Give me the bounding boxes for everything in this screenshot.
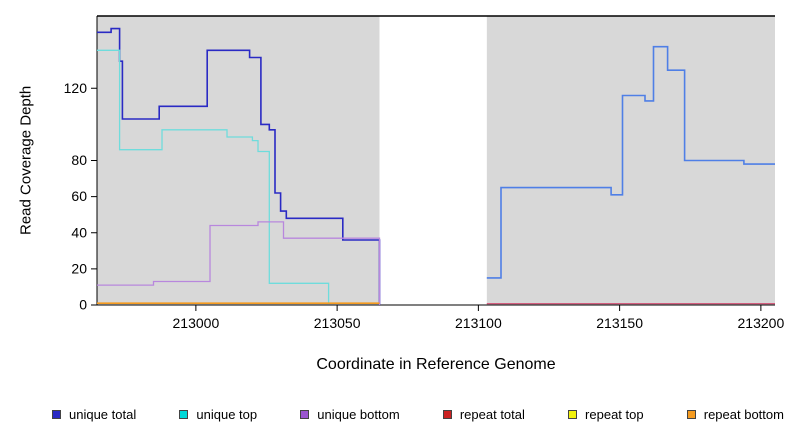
y-tick-label: 20 xyxy=(71,260,87,276)
x-axis-title: Coordinate in Reference Genome xyxy=(316,356,556,373)
legend-label: repeat total xyxy=(459,407,525,422)
x-tick-label: 213050 xyxy=(314,315,361,331)
legend-item: unique total xyxy=(52,407,136,422)
legend-item: unique top xyxy=(179,407,257,422)
y-tick-label: 40 xyxy=(71,224,87,240)
series-unique-total-right xyxy=(486,45,775,279)
legend-swatch-icon xyxy=(442,410,452,419)
legend-label: repeat top xyxy=(585,407,644,422)
x-tick-label: 213000 xyxy=(173,315,220,331)
chart-legend: unique total unique top unique bottom repea… xyxy=(52,407,784,422)
series-unique-top xyxy=(97,49,380,304)
y-tick-label: 60 xyxy=(71,188,87,204)
legend-swatch-icon xyxy=(300,410,310,419)
legend-swatch-icon xyxy=(686,410,696,419)
legend-item: unique bottom xyxy=(300,407,400,422)
legend-swatch-icon xyxy=(568,410,578,419)
legend-item: repeat top xyxy=(568,407,644,422)
legend-swatch-icon xyxy=(179,410,189,419)
legend-item: repeat total xyxy=(442,407,525,422)
legend-label: unique bottom xyxy=(317,407,400,422)
legend-swatch-icon xyxy=(52,410,61,419)
x-tick-label: 213150 xyxy=(596,315,643,331)
y-tick-label: 0 xyxy=(79,297,87,313)
x-tick-label: 213200 xyxy=(738,315,785,331)
series-unique-total-left xyxy=(97,27,381,305)
legend-label: unique total xyxy=(69,407,137,422)
x-tick-label: 213100 xyxy=(455,315,502,331)
y-axis-title: Read Coverage Depth xyxy=(17,85,35,236)
y-tick-label: 80 xyxy=(71,152,87,168)
coverage-gap-region xyxy=(379,16,487,305)
legend-label: unique top xyxy=(196,407,258,422)
y-tick-label: 120 xyxy=(64,80,88,96)
series-unique-bottom xyxy=(97,221,381,305)
legend-label: repeat bottom xyxy=(703,407,784,422)
legend-item: repeat bottom xyxy=(686,407,784,422)
